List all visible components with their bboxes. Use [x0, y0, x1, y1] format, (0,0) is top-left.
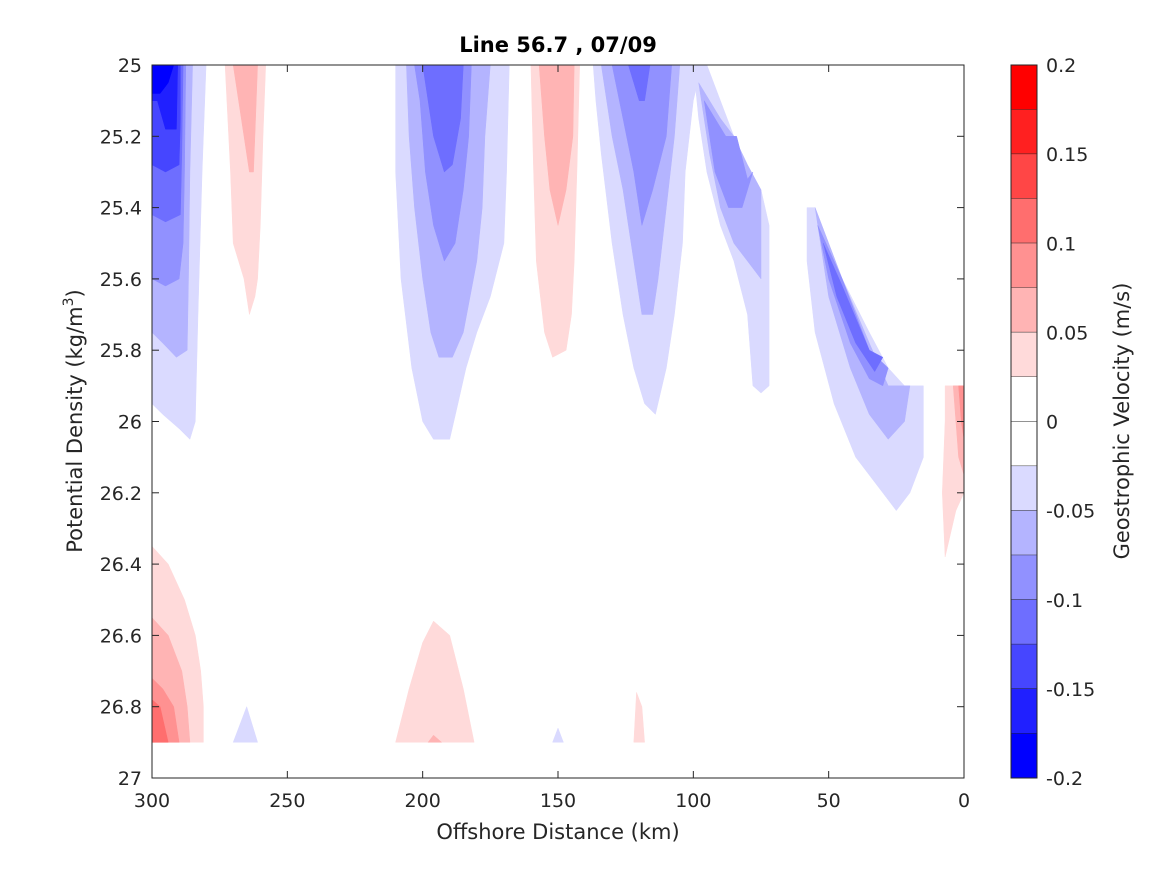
y-tick-label: 26.2 — [100, 483, 142, 505]
colorbar-tick-label: -0.05 — [1046, 501, 1095, 523]
y-tick-label: 26 — [118, 412, 142, 434]
colorbar-tick-label: 0.05 — [1046, 322, 1088, 344]
contour-region-red-core-265km-l1 — [224, 64, 266, 315]
y-axis-label-main: Potential Density (kg/m — [63, 306, 87, 552]
colorbar-tick-label: -0.2 — [1046, 768, 1083, 790]
y-tick-label: 25.2 — [100, 126, 142, 148]
x-tick-label: 150 — [540, 790, 576, 812]
x-tick-label: 200 — [405, 790, 441, 812]
x-tick-label: 0 — [958, 790, 970, 812]
contour-region-blue-core-195km-l4 — [422, 64, 464, 173]
x-axis-label: Offshore Distance (km) — [436, 820, 679, 844]
colorbar-level — [1011, 198, 1037, 244]
x-axis: 300 250 200 150 100 50 0 — [134, 65, 970, 812]
contour-region-red-core-265km-l2 — [232, 64, 258, 173]
y-tick-label: 25.6 — [100, 269, 142, 291]
plot-area — [151, 64, 965, 778]
y-axis-label-superscript: 3 — [61, 297, 77, 306]
colorbar-tick-label: -0.15 — [1046, 679, 1095, 701]
colorbar-level — [1011, 154, 1037, 199]
colorbar-level — [1011, 65, 1037, 110]
colorbar-level — [1011, 510, 1037, 556]
colorbar-level — [1011, 466, 1037, 511]
y-tick-label: 27 — [118, 768, 142, 790]
y-axis: 25 25.2 25.4 25.6 25.8 26 26.2 26.4 26.6 26.8 27 — [100, 55, 964, 790]
y-tick-label: 25.4 — [100, 198, 142, 220]
colorbar — [1011, 65, 1037, 779]
y-tick-label: 25 — [118, 55, 142, 77]
y-axis-label-close: ) — [63, 289, 87, 297]
contour-region-red-deep-195km-l1 — [395, 620, 475, 743]
colorbar-level — [1011, 332, 1037, 377]
x-tick-label: 50 — [817, 790, 841, 812]
colorbar-level — [1011, 555, 1037, 600]
contour-region-blue-core-35km-l3 — [817, 225, 889, 387]
colorbar-level — [1011, 109, 1037, 155]
y-tick-label: 25.8 — [100, 340, 142, 362]
colorbar-level — [1011, 599, 1037, 645]
colorbar-level — [1011, 644, 1037, 689]
contour-regions — [151, 64, 965, 743]
contour-region-blue-core-120km-l3 — [611, 64, 672, 226]
colorbar-level — [1011, 376, 1037, 422]
contour-region-blue-core-35km-l2 — [814, 207, 911, 440]
contour-region-blue-deep-150km — [552, 727, 564, 743]
colorbar-level — [1011, 688, 1037, 734]
y-axis-label: Potential Density (kg/m3) — [61, 289, 87, 553]
colorbar-tick-label: 0 — [1046, 412, 1058, 434]
colorbar-label: Geostrophic Velocity (m/s) — [1110, 283, 1134, 560]
contour-region-blue-core-80km-l3 — [703, 100, 754, 208]
colorbar-tick-label: 0.15 — [1046, 144, 1088, 166]
colorbar-frame — [1010, 64, 1038, 779]
contour-region-red-deep-195km-l2 — [427, 734, 443, 743]
colorbar-level — [1011, 243, 1037, 288]
x-tick-label: 100 — [675, 790, 711, 812]
x-tick-label: 300 — [134, 790, 170, 812]
colorbar-level — [1011, 733, 1037, 778]
colorbar-tick-label: -0.1 — [1046, 590, 1083, 612]
colorbar-ticks: 0.2 0.15 0.1 0.05 0 -0.05 -0.1 -0.15 -0.2 — [1046, 55, 1095, 790]
colorbar-tick-label: 0.1 — [1046, 233, 1076, 255]
colorbar-level — [1011, 287, 1037, 333]
colorbar-level — [1011, 421, 1037, 467]
y-tick-label: 26.4 — [100, 554, 142, 576]
y-tick-label: 26.6 — [100, 625, 142, 647]
contour-region-red-core-150km-l2 — [538, 64, 575, 226]
chart-title: Line 56.7 , 07/09 — [459, 33, 657, 57]
contour-region-blue-deep-265km — [232, 705, 258, 743]
x-tick-label: 250 — [269, 790, 305, 812]
y-tick-label: 26.8 — [100, 697, 142, 719]
colorbar-tick-label: 0.2 — [1046, 55, 1076, 77]
contour-region-blue-core-35km-l4 — [823, 243, 884, 373]
contour-region-red-deep-120km — [633, 692, 645, 743]
